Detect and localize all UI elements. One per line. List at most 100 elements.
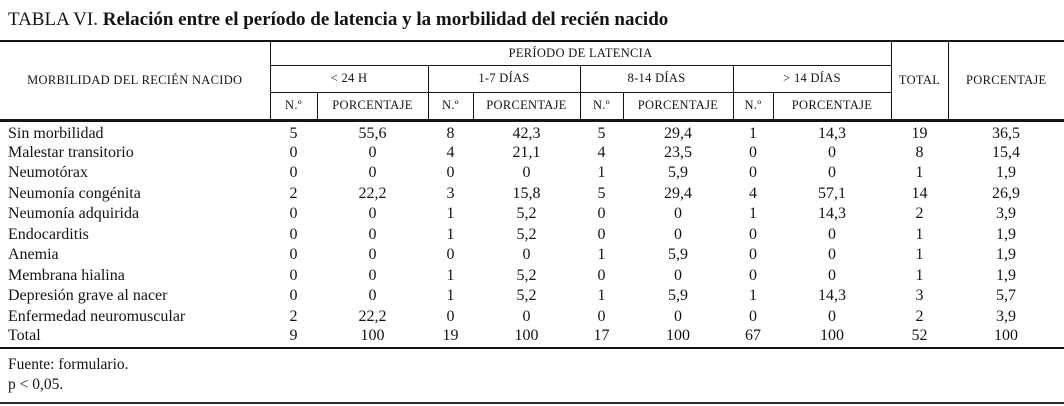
table-title-text: Relación entre el período de latencia y …: [102, 9, 669, 30]
cell: 2: [289, 184, 298, 202]
cell: 4: [749, 184, 757, 202]
total-header: TOTAL: [891, 41, 949, 122]
cell: 5,2: [516, 225, 537, 243]
period-group-header-lt24h: < 24 H: [270, 65, 429, 93]
cell: 0: [674, 205, 682, 223]
cell: 8: [446, 124, 455, 142]
cell: 26,9: [992, 184, 1021, 202]
cell: 0: [446, 246, 455, 264]
cell: 1: [749, 287, 757, 305]
cell: 4: [597, 143, 606, 161]
cell: 3: [915, 287, 924, 305]
cell: 0: [289, 143, 298, 161]
cell: 0: [749, 225, 757, 243]
cell: 0: [289, 287, 298, 305]
cell: 5: [289, 124, 298, 142]
cell: 1,9: [996, 266, 1017, 284]
cell: 0: [674, 225, 682, 243]
row-label: Membrana hialina: [8, 266, 125, 284]
cell: 100: [623, 327, 733, 349]
bottom-divider: [0, 402, 1064, 404]
cell: 15,4: [992, 143, 1021, 161]
cell: 5,9: [668, 246, 688, 264]
row-label: Enfermedad neuromuscular: [8, 307, 186, 325]
row-label: Depresión grave al nacer: [8, 287, 168, 305]
table-row: Neumotórax 0 0 0 0 1 5,9 0 0 1 1,9: [0, 163, 1064, 184]
cell: 5,7: [996, 287, 1017, 305]
row-label: Malestar transitorio: [8, 143, 134, 161]
cell: 1: [446, 225, 455, 243]
cell: 0: [368, 205, 377, 223]
cell: 5,9: [668, 164, 688, 182]
table-row: Neumonía adquirida 0 0 1 5,2 0 0 1 14,3 …: [0, 204, 1064, 225]
cell: 0: [828, 266, 836, 284]
cell: 29,4: [664, 184, 692, 202]
cell: 14,3: [818, 205, 846, 223]
n-subheader: N.º: [733, 92, 774, 122]
cell: 100: [773, 327, 892, 349]
period-group-header-8-14d: 8-14 DÍAS: [580, 65, 734, 93]
cell: 0: [597, 225, 606, 243]
cell: 0: [368, 225, 377, 243]
cell: 1,9: [996, 225, 1017, 243]
footnote-pvalue: p < 0,05.: [8, 376, 64, 393]
cell: 21,1: [512, 143, 541, 161]
cell: 9: [270, 327, 317, 349]
cell: 5: [597, 124, 606, 142]
cell: 2: [915, 205, 924, 223]
cell: 0: [368, 164, 377, 182]
cell: 0: [368, 143, 377, 161]
cell: 0: [289, 266, 298, 284]
cell: 15,8: [512, 184, 541, 202]
cell: 17: [580, 327, 623, 349]
row-label: Neumotórax: [8, 164, 88, 182]
cell: 1: [597, 246, 606, 264]
cell: 29,4: [664, 124, 692, 142]
cell: 0: [446, 164, 455, 182]
cell: 0: [828, 225, 836, 243]
cell: 14: [911, 184, 928, 202]
cell: 0: [674, 266, 682, 284]
pct-subheader: PORCENTAJE: [773, 92, 892, 122]
cell: 3: [446, 184, 455, 202]
cell: 1: [915, 164, 924, 182]
cell: 100: [317, 327, 428, 349]
cell: 1: [446, 266, 455, 284]
table-row: Neumonía congénita 2 22,2 3 15,8 5 29,4 …: [0, 184, 1064, 205]
cell: 0: [749, 143, 757, 161]
cell: 100: [473, 327, 580, 349]
cell: 23,5: [664, 143, 692, 161]
cell: 1: [446, 287, 455, 305]
cell: 0: [368, 266, 377, 284]
period-group-header-1-7d: 1-7 DÍAS: [428, 65, 581, 93]
table-row: Endocarditis 0 0 1 5,2 0 0 0 0 1 1,9: [0, 225, 1064, 246]
cell: 14,3: [818, 124, 846, 142]
table-number-label: TABLA VI.: [8, 9, 98, 30]
row-label: Neumonía congénita: [8, 184, 141, 202]
cell: 0: [828, 307, 836, 325]
row-label: Anemia: [8, 246, 59, 264]
row-label: Endocarditis: [8, 225, 89, 243]
cell: 0: [749, 164, 757, 182]
n-subheader: N.º: [428, 92, 474, 122]
table-row: Membrana hialina 0 0 1 5,2 0 0 0 0 1 1,9: [0, 266, 1064, 287]
table-row: Sin morbilidad 5 55,6 8 42,3 5 29,4 1 14…: [0, 120, 1064, 143]
pct-subheader: PORCENTAJE: [623, 92, 734, 122]
cell: 3,9: [996, 307, 1017, 325]
cell: 0: [368, 246, 377, 264]
cell: 5,9: [668, 287, 688, 305]
cell: 0: [289, 205, 298, 223]
percent-header: PORCENTAJE: [948, 41, 1064, 122]
cell: 0: [522, 307, 531, 325]
cell: 2: [915, 307, 924, 325]
cell: 14,3: [818, 287, 846, 305]
row-label: Total: [0, 327, 270, 349]
cell: 1: [915, 266, 924, 284]
cell: 0: [674, 307, 682, 325]
cell: 0: [597, 307, 606, 325]
pct-subheader: PORCENTAJE: [317, 92, 429, 122]
cell: 19: [428, 327, 473, 349]
cell: 5,2: [516, 266, 537, 284]
cell: 67: [733, 327, 773, 349]
table-row: Anemia 0 0 0 0 1 5,9 0 0 1 1,9: [0, 245, 1064, 266]
